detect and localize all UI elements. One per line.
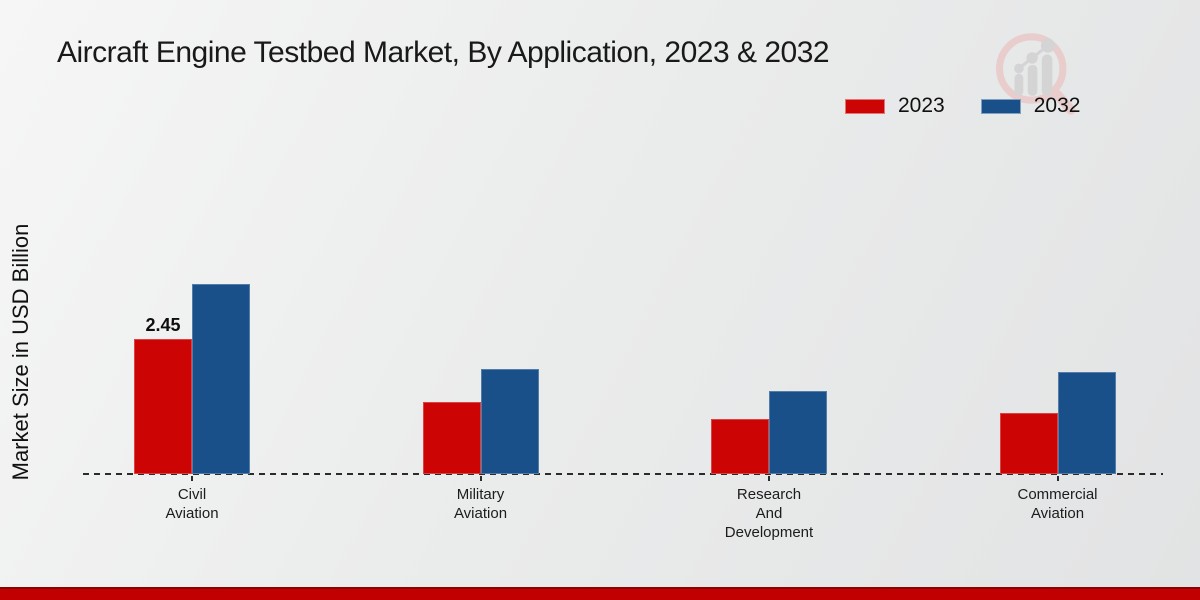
bar-2032-commercial-aviation [1057,372,1116,474]
category-label-line: Research [736,486,802,503]
logo-bar-medium [1027,64,1038,96]
market-research-future-logo-watermark [996,33,1076,115]
legend-swatch-2032 [980,98,1021,114]
x-axis-tick [479,476,482,481]
logo-handle [1050,87,1076,115]
logo-dot-2 [1026,52,1038,64]
chart-title: Aircraft Engine Testbed Market, By Appli… [57,36,830,69]
logo-bar-large [1041,54,1053,96]
bar-2023-research-and-development [711,419,769,474]
legend-swatch-2023 [845,98,885,114]
bar-2032-civil-aviation [192,284,250,474]
logo-lens-circle [996,33,1067,104]
logo-bar-small [1014,73,1024,96]
x-axis-tick [768,476,770,481]
bar-group-military-aviation: Military Aviation [422,369,539,522]
logo-dot-3 [1040,38,1055,53]
legend-label: 2032 [1033,94,1081,117]
category-label-civil-aviation: Civil Aviation [165,485,218,523]
bar-2023-military-aviation [422,402,481,474]
category-label-commercial-aviation: Commercial Aviation [1017,485,1097,523]
category-label-line: And [755,505,783,522]
footer-stripe [0,587,1200,600]
category-label-line: Aviation [1030,505,1085,522]
category-label-research-and-development: Research And Development [725,485,813,542]
legend: 2023 2032 [845,94,1080,118]
legend-item-2023: 2023 [845,94,945,118]
legend-label: 2023 [898,94,945,117]
category-label-line: Development [724,524,814,541]
bar-2032-military-aviation [480,369,539,474]
category-label-line: Civil [177,486,207,503]
bar-2023-commercial-aviation [999,413,1058,474]
bar-2032-research-and-development [769,391,827,474]
bar-group-research-and-development: Research And Development [711,391,827,541]
bar-group-commercial-aviation: Commercial Aviation [999,372,1116,522]
category-label-line: Commercial [1017,486,1098,503]
category-label-line: Aviation [165,505,219,522]
logo-dot-1 [1014,63,1024,74]
category-label-line: Aviation [453,505,508,522]
x-axis-tick [191,476,193,481]
legend-item-2032: 2032 [980,94,1081,118]
category-label-military-aviation: Military Aviation [454,485,507,523]
bar-group-civil-aviation: 2.45 Civil Aviation [134,284,250,522]
category-label-line: Military [456,486,505,503]
bar-value-label: 2.45 [145,315,181,335]
bar-2023-civil-aviation: 2.45 [134,315,192,474]
x-axis-tick [1056,476,1059,481]
x-axis-baseline [83,473,1163,475]
